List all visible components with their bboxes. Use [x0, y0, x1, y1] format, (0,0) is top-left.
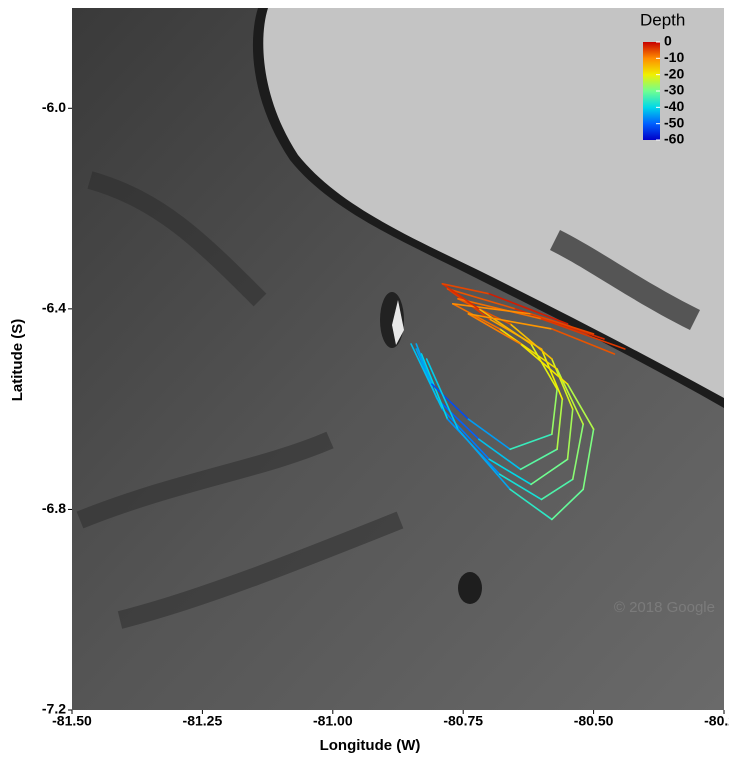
track-segment	[509, 433, 553, 451]
y-tick-label: -7.2	[42, 701, 66, 717]
x-tick-label: -80.75	[443, 713, 483, 729]
x-tick-label: -80.50	[574, 713, 614, 729]
colorbar-title: Depth	[640, 10, 685, 29]
track-segment	[431, 383, 470, 420]
track-segment	[530, 313, 595, 335]
track-segment	[540, 478, 574, 501]
track-segment	[478, 438, 522, 471]
track-segment	[540, 348, 564, 400]
colorbar-tick-label: -20	[664, 65, 684, 81]
track-segment	[441, 282, 480, 310]
x-tick-label: -81.00	[313, 713, 353, 729]
y-tick-label: -6.4	[42, 300, 66, 316]
x-tick-label: -80.25	[704, 713, 729, 729]
basemap	[72, 8, 724, 710]
x-tick-label: -81.50	[52, 713, 92, 729]
track-segment	[566, 383, 595, 431]
track-segment	[415, 343, 433, 385]
island	[458, 572, 482, 604]
track-segment	[551, 328, 616, 355]
track-segment	[498, 328, 558, 370]
track-segment	[488, 458, 532, 486]
track-segment	[478, 308, 532, 345]
track-segment	[571, 423, 584, 481]
track-segment	[540, 318, 626, 350]
colorbar-tick-label: -10	[664, 49, 684, 65]
island-land	[392, 300, 404, 345]
track-segment	[519, 343, 569, 385]
y-tick-label: -6.8	[42, 500, 66, 516]
track-segment	[441, 282, 491, 295]
track-segment	[498, 473, 543, 501]
track-segment	[509, 488, 553, 521]
track-segment	[457, 428, 511, 491]
track-segment	[488, 293, 569, 325]
track-segment	[467, 313, 553, 330]
colorbar-tick-label: -30	[664, 82, 684, 98]
land	[263, 8, 724, 398]
track-segment	[582, 428, 595, 491]
track-segment	[457, 298, 543, 320]
track-segment	[519, 448, 558, 471]
track-segment	[451, 303, 532, 315]
y-axis-title: Latitude (S)	[9, 319, 26, 402]
track-segment	[446, 287, 517, 310]
track-segment	[467, 313, 522, 345]
x-axis-title: Longitude (W)	[320, 737, 421, 754]
y-tick-label: -6.0	[42, 99, 66, 115]
track-segment	[410, 343, 444, 410]
track-segment	[436, 398, 480, 441]
seafloor-relief	[76, 171, 404, 629]
colorbar-tick-label: -40	[664, 98, 684, 114]
attribution: © 2018 Google	[614, 599, 715, 616]
track-segment	[530, 343, 558, 390]
track-segment	[566, 408, 574, 461]
colorbar-tick-label: -60	[664, 131, 684, 147]
track-segment	[509, 323, 553, 360]
estuary	[550, 230, 700, 330]
colorbar-tick-label: 0	[664, 33, 672, 49]
track-segment	[556, 398, 564, 451]
track-segment	[551, 488, 584, 521]
track-segment	[551, 388, 558, 436]
colorbar-tick-label: -50	[664, 114, 684, 130]
x-tick-label: -81.25	[183, 713, 223, 729]
tracks	[410, 282, 626, 521]
track-segment	[451, 303, 501, 330]
track-segment	[467, 418, 511, 451]
track-segment	[530, 458, 569, 486]
track-segment	[441, 408, 491, 461]
track-segment	[425, 358, 459, 431]
colorbar	[643, 42, 660, 140]
